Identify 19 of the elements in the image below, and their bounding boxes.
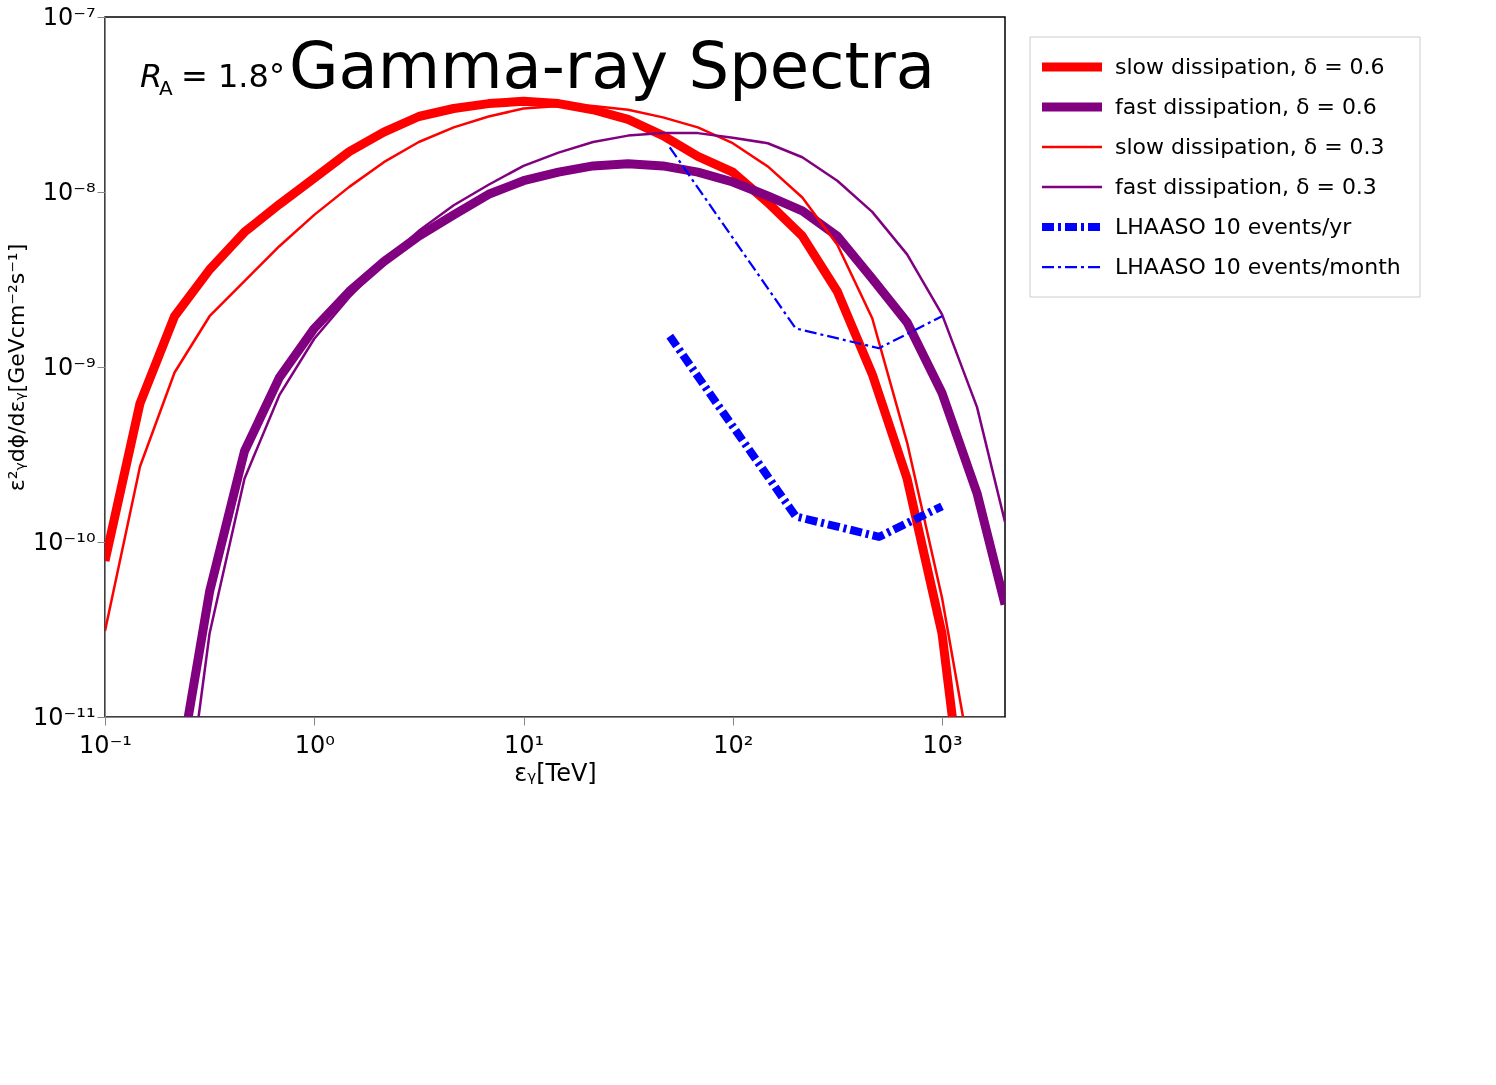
y-tick-label: 10⁻¹⁰ bbox=[33, 527, 96, 556]
y-tick-label: 10⁻⁹ bbox=[42, 352, 96, 381]
legend-label: fast dissipation, δ = 0.6 bbox=[1115, 94, 1377, 119]
y-axis-title: ε²ᵧdϕ/dεᵧ[GeVcm⁻²s⁻¹] bbox=[4, 243, 30, 492]
x-tick-label: 10⁰ bbox=[294, 730, 335, 759]
legend-label: slow dissipation, δ = 0.3 bbox=[1115, 134, 1385, 159]
legend-label: LHAASO 10 events/yr bbox=[1115, 214, 1353, 239]
y-tick-label: 10⁻⁸ bbox=[42, 177, 96, 206]
legend-label: LHAASO 10 events/month bbox=[1115, 254, 1401, 279]
x-tick-label: 10⁻¹ bbox=[79, 730, 132, 759]
y-tick-label: 10⁻¹¹ bbox=[33, 702, 96, 731]
x-tick-label: 10¹ bbox=[503, 730, 545, 759]
x-tick-label: 10² bbox=[713, 730, 754, 759]
chart-title: Gamma-ray Spectra bbox=[289, 29, 935, 103]
x-tick-label: 10³ bbox=[922, 730, 963, 759]
y-tick-label: 10⁻⁷ bbox=[42, 2, 96, 31]
x-axis-title: εᵧ[TeV] bbox=[514, 758, 597, 787]
legend-label: fast dissipation, δ = 0.3 bbox=[1115, 174, 1377, 199]
legend-label: slow dissipation, δ = 0.6 bbox=[1115, 54, 1385, 79]
